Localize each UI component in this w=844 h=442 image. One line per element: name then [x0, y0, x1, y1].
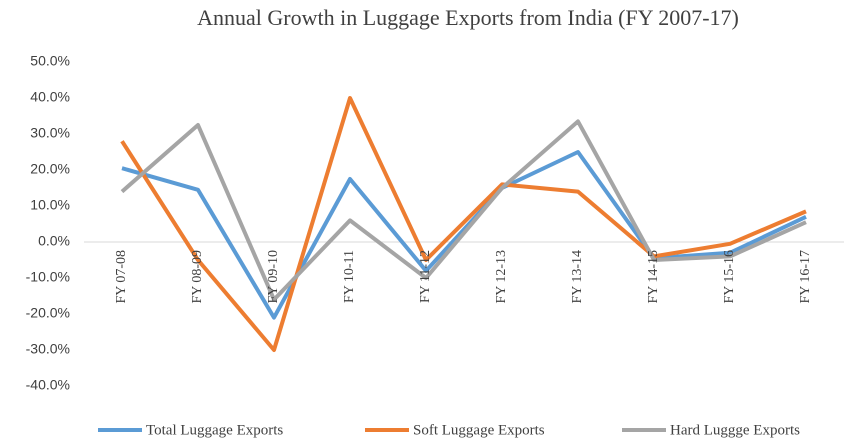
x-tick-label: FY 15-16	[722, 250, 737, 304]
x-tick-label: FY 08-09	[190, 250, 205, 304]
x-tick-label: FY 09-10	[266, 250, 281, 304]
y-tick-label: 50.0%	[30, 53, 70, 69]
line-series	[121, 150, 807, 320]
line-series	[120, 96, 807, 352]
legend-label: Total Luggage Exports	[146, 422, 283, 438]
y-tick-label: 40.0%	[30, 89, 70, 105]
line-series	[120, 119, 807, 302]
chart-title: Annual Growth in Luggage Exports from In…	[197, 5, 739, 30]
y-tick-label: 30.0%	[30, 125, 70, 141]
y-tick-label: 20.0%	[30, 161, 70, 177]
y-tick-label: -30.0%	[26, 341, 70, 357]
x-tick-label: FY 16-17	[798, 250, 813, 304]
y-tick-label: -10.0%	[26, 269, 70, 285]
x-tick-label: FY 12-13	[494, 250, 509, 304]
y-tick-label: 0.0%	[38, 233, 70, 249]
x-tick-label: FY 10-11	[342, 250, 357, 303]
x-tick-label: FY 13-14	[570, 250, 585, 304]
y-tick-label: -40.0%	[26, 377, 70, 393]
x-tick-label: FY 07-08	[114, 250, 129, 304]
x-tick-label: FY 14-15	[646, 250, 661, 304]
x-tick-label: FY 11-12	[418, 250, 433, 303]
legend-label: Soft Luggage Exports	[413, 422, 545, 438]
y-tick-label: -20.0%	[26, 305, 70, 321]
y-tick-label: 10.0%	[30, 197, 70, 213]
legend-label: Hard Luggge Exports	[670, 422, 800, 438]
